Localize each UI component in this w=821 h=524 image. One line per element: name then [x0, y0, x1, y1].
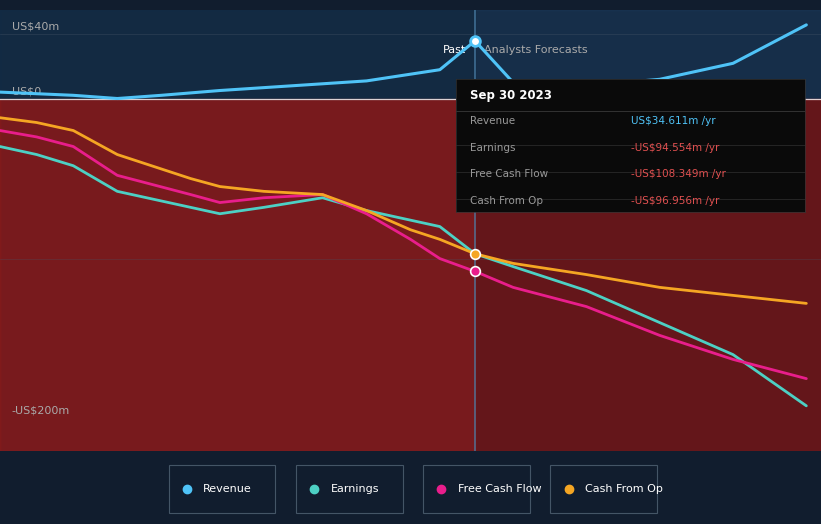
Text: US$34.611m /yr: US$34.611m /yr: [631, 116, 716, 126]
Text: US$40m: US$40m: [11, 21, 59, 31]
Bar: [0, 99, 475, 451]
Text: -US$200m: -US$200m: [11, 406, 70, 416]
Text: Cash From Op: Cash From Op: [585, 484, 663, 494]
Bar: [0, 10, 475, 99]
Text: Revenue: Revenue: [204, 484, 252, 494]
Bar: [0, 10, 821, 99]
Text: Earnings: Earnings: [330, 484, 379, 494]
Bar: [475, 99, 821, 451]
Text: Cash From Op: Cash From Op: [470, 196, 544, 206]
Text: Analysts Forecasts: Analysts Forecasts: [484, 46, 588, 56]
Text: Free Cash Flow: Free Cash Flow: [470, 169, 548, 179]
Text: US$0: US$0: [11, 87, 41, 97]
Text: Free Cash Flow: Free Cash Flow: [458, 484, 541, 494]
Text: Revenue: Revenue: [470, 116, 516, 126]
Text: Past: Past: [443, 46, 466, 56]
Text: Earnings: Earnings: [470, 143, 516, 152]
Text: Sep 30 2023: Sep 30 2023: [470, 89, 553, 102]
Text: -US$108.349m /yr: -US$108.349m /yr: [631, 169, 726, 179]
Text: -US$94.554m /yr: -US$94.554m /yr: [631, 143, 719, 152]
Text: -US$96.956m /yr: -US$96.956m /yr: [631, 196, 719, 206]
